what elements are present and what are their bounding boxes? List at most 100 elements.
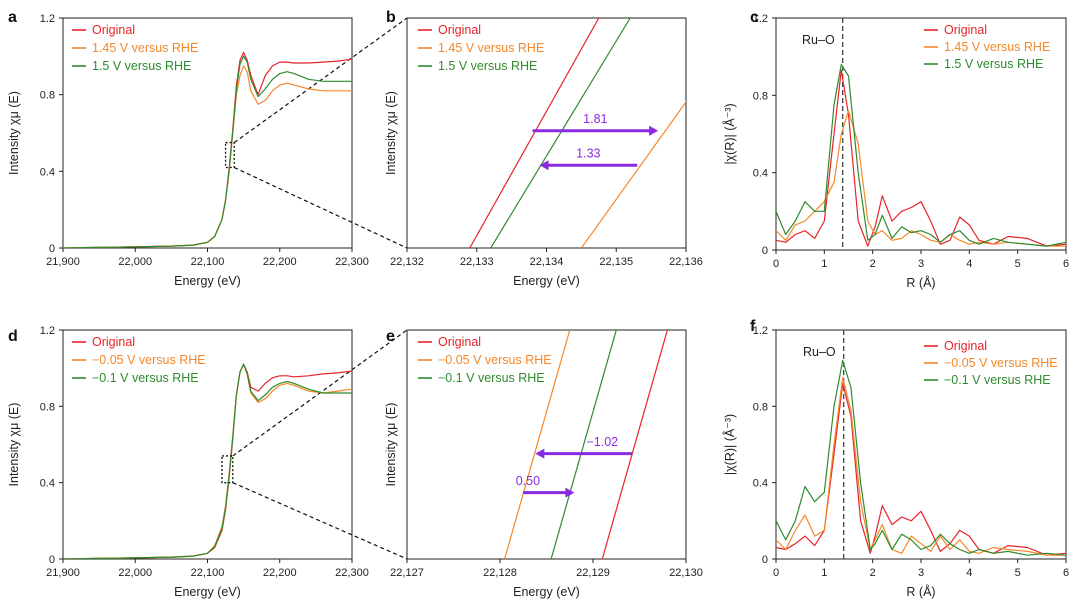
legend-label: 1.5 V versus RHE — [438, 59, 537, 73]
zoom-box — [221, 455, 234, 484]
series-group — [776, 359, 1066, 556]
shift-value-label: 1.33 — [576, 147, 600, 161]
x-tick-label: 4 — [966, 567, 972, 579]
series-line-p1 — [63, 65, 352, 248]
x-tick-label: 22,135 — [599, 256, 633, 268]
series-line-p1 — [580, 100, 686, 248]
y-tick-label: 1.2 — [40, 325, 55, 337]
legend-label: 1.45 V versus RHE — [438, 41, 544, 55]
x-tick-label: 3 — [918, 258, 924, 270]
x-tick-label: 22,200 — [263, 256, 297, 268]
x-tick-label: 6 — [1063, 258, 1069, 270]
x-tick-label: 22,129 — [576, 567, 610, 579]
series-line-p2 — [776, 359, 1066, 556]
series-group — [776, 63, 1066, 247]
x-tick-label: 1 — [821, 567, 827, 579]
legend-label: −0.1 V versus RHE — [92, 371, 199, 385]
shift-arrow-head — [565, 487, 575, 498]
series-line-p2 — [490, 18, 631, 248]
x-tick-label: 1 — [821, 258, 827, 270]
series-line-original — [63, 363, 352, 559]
series-group — [504, 330, 668, 559]
x-axis-label: Energy (eV) — [513, 274, 580, 288]
zoom-connector-lines — [232, 17, 408, 560]
y-tick-label: 1.2 — [753, 13, 768, 25]
legend-label: 1.45 V versus RHE — [944, 40, 1050, 54]
series-line-p2 — [63, 55, 352, 248]
x-tick-label: 21,900 — [46, 256, 80, 268]
ru-o-label: Ru–O — [803, 345, 836, 359]
y-tick-label: 0.4 — [40, 478, 55, 490]
panel-f: 0 1 2 3 4 5 6 0 0.4 0.8 1.2 R (Å) |χ(R)| (Å⁻³) f Ru–O O… — [722, 318, 1069, 599]
y-axis-label: Intensity χμ (E) — [384, 403, 398, 487]
zoom-connector — [232, 482, 408, 560]
x-tick-label: 22,200 — [263, 567, 297, 579]
zoom-connector — [233, 166, 408, 249]
panel-c: 0 1 2 3 4 5 6 0 0.4 0.8 1.2 R (Å) |χ(R)| (Å⁻³) c Ru–O O… — [722, 9, 1069, 290]
legend-label: Original — [438, 335, 481, 349]
x-tick-label: 22,300 — [335, 256, 369, 268]
y-tick-label: 0.8 — [753, 90, 768, 102]
y-tick-label: 0.4 — [753, 168, 768, 180]
shift-arrow-head — [539, 160, 549, 171]
legend-label: −0.05 V versus RHE — [92, 353, 206, 367]
legend-label: −0.1 V versus RHE — [944, 373, 1051, 387]
y-axis-label: Intensity χμ (E) — [7, 403, 21, 487]
y-axis-label: |χ(R)| (Å⁻³) — [722, 103, 737, 164]
y-tick-label: 0.4 — [40, 166, 55, 178]
legend-label: −0.05 V versus RHE — [438, 353, 552, 367]
x-tick-label: 22,136 — [669, 256, 703, 268]
series-line-original — [63, 51, 352, 248]
y-axis-label: Intensity χμ (E) — [7, 91, 21, 175]
x-tick-label: 22,130 — [669, 567, 703, 579]
series-line-original — [469, 18, 600, 248]
shift-arrow-head — [535, 448, 545, 459]
legend-label: 1.45 V versus RHE — [92, 41, 198, 55]
shift-value-label: −1.02 — [586, 435, 618, 449]
panel-label: c — [750, 9, 759, 26]
panel-a: 21,900 22,000 22,100 22,200 22,300 0 0.4 0.8 1.2… — [7, 9, 369, 288]
x-tick-label: 22,100 — [191, 567, 225, 579]
y-tick-label: 0.4 — [753, 478, 768, 490]
panel-b: 22,132 22,133 22,134 22,135 22,136 Energy (eV… — [384, 9, 703, 288]
shift-arrow-head — [649, 125, 659, 136]
series-line-p1 — [63, 363, 352, 559]
legend-label: 1.5 V versus RHE — [944, 57, 1043, 71]
series-group — [469, 18, 686, 248]
series-line-original — [776, 382, 1066, 556]
x-tick-label: 22,300 — [335, 567, 369, 579]
x-tick-label: 0 — [773, 258, 779, 270]
x-tick-label: 5 — [1015, 567, 1021, 579]
zoom-box — [224, 141, 235, 169]
x-axis-label: Energy (eV) — [174, 585, 241, 599]
ru-o-label: Ru–O — [802, 33, 835, 47]
y-tick-label: 0.8 — [40, 401, 55, 413]
x-tick-label: 5 — [1015, 258, 1021, 270]
x-tick-label: 2 — [870, 258, 876, 270]
x-tick-label: 4 — [966, 258, 972, 270]
x-tick-label: 22,132 — [390, 256, 424, 268]
x-tick-label: 2 — [870, 567, 876, 579]
x-tick-label: 22,128 — [483, 567, 517, 579]
y-axis-label: |χ(R)| (Å⁻³) — [722, 414, 737, 475]
panel-label: e — [386, 328, 395, 345]
x-tick-label: 22,000 — [118, 567, 152, 579]
series-line-original — [601, 330, 668, 559]
y-axis-label: Intensity χμ (E) — [384, 91, 398, 175]
series-line-p1 — [504, 330, 571, 559]
legend-label: −0.1 V versus RHE — [438, 371, 545, 385]
panel-label: b — [386, 9, 396, 26]
series-group — [63, 363, 352, 559]
x-tick-label: 6 — [1063, 567, 1069, 579]
shift-value-label: 0.50 — [516, 474, 540, 488]
x-tick-label: 0 — [773, 567, 779, 579]
x-tick-label: 22,100 — [191, 256, 225, 268]
y-tick-label: 0 — [49, 243, 55, 255]
series-line-original — [776, 69, 1066, 247]
x-axis-label: R (Å) — [906, 584, 935, 599]
x-tick-label: 22,133 — [460, 256, 494, 268]
panel-d: 21,900 22,000 22,100 22,200 22,300 0 0.4 0.8 1.2… — [7, 325, 369, 599]
figure-panels: 21,900 22,000 22,100 22,200 22,300 0 0.4 0.8 1.2… — [7, 9, 1069, 599]
y-tick-label: 1.2 — [753, 325, 768, 337]
panel-label: a — [8, 9, 17, 26]
